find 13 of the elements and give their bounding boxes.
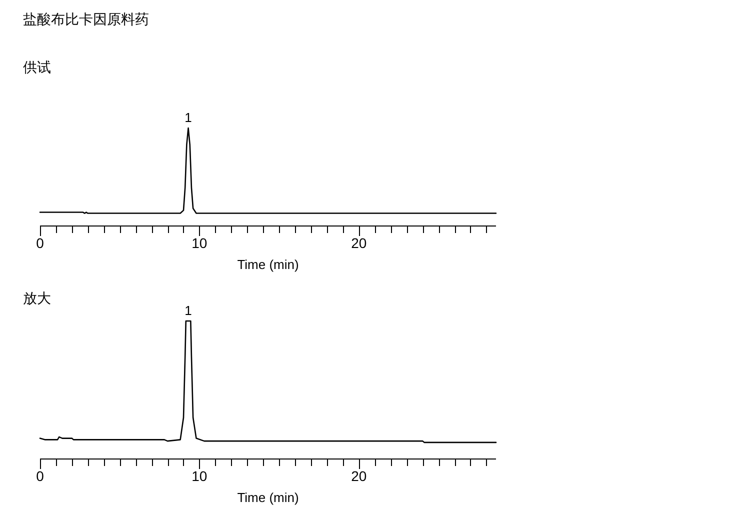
annotation: 1	[184, 303, 192, 318]
chart-subtitle: 供试	[23, 59, 51, 75]
x-axis-title: Time (min)	[237, 257, 299, 272]
annotation: 1	[184, 110, 192, 125]
x-tick-label: 20	[351, 468, 367, 484]
x-tick-label: 10	[192, 468, 208, 484]
x-tick-label: 0	[36, 235, 44, 251]
chart-title: 放大	[23, 290, 51, 306]
chart-title: 盐酸布比卡因原料药	[23, 11, 149, 27]
x-tick-label: 20	[351, 235, 367, 251]
x-tick-label: 10	[192, 235, 208, 251]
x-axis-title: Time (min)	[237, 490, 299, 505]
x-tick-label: 0	[36, 468, 44, 484]
